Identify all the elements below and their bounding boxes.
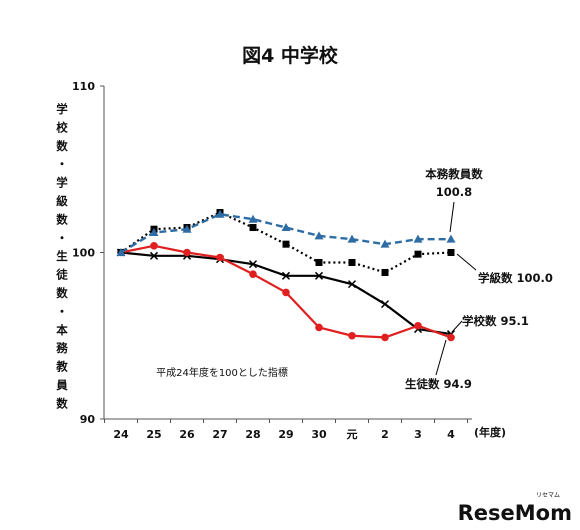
- annotation-teachers-name: 本務教員数: [425, 167, 483, 181]
- series-schools-point: [281, 271, 291, 280]
- series-students-point: [282, 288, 290, 297]
- y-axis-label-char: 数: [56, 396, 68, 410]
- y-axis-label-char: 数: [56, 139, 68, 153]
- annotation-classes-leader: [456, 253, 477, 271]
- resemom-logo: ReseMom リセマム: [458, 492, 572, 525]
- x-tick-label: 24: [113, 428, 129, 441]
- annotation-students: 生徒数 94.9: [405, 377, 472, 391]
- series-students-point: [150, 242, 158, 250]
- index-note: 平成24年度を100とした指標: [156, 366, 288, 379]
- x-axis-label: (年度): [474, 425, 506, 439]
- series-teachers-point: [380, 239, 390, 248]
- watermark-text: ReseMom: [458, 501, 572, 525]
- series-teachers-point: [281, 223, 291, 232]
- series-classes-point: [348, 258, 356, 266]
- y-tick-label: 110: [72, 80, 95, 93]
- x-tick-label: 25: [146, 428, 161, 441]
- series-teachers-point: [446, 234, 456, 243]
- series-teachers-point: [314, 231, 324, 240]
- series-teachers: [116, 209, 456, 256]
- y-axis-label-char: 学: [56, 176, 68, 190]
- y-tick-label: 90: [80, 413, 96, 426]
- series-classes-point: [315, 258, 323, 266]
- annotation-students-leader: [435, 339, 447, 376]
- series-teachers-point: [182, 224, 192, 233]
- series-schools-point: [347, 280, 357, 289]
- series-teachers-point: [149, 228, 159, 237]
- x-tick-label: 28: [245, 428, 260, 441]
- x-tick-label: 3: [414, 428, 422, 441]
- series-schools-point: [149, 251, 159, 260]
- y-axis-label-char: 生: [56, 249, 68, 263]
- series-schools-point: [380, 300, 390, 309]
- series-classes-line: [120, 211, 452, 274]
- watermark-subtext: リセマム: [536, 492, 560, 499]
- y-axis-label-char: 務: [56, 341, 68, 355]
- series-classes-point: [282, 240, 290, 248]
- series-teachers-line: [120, 213, 451, 254]
- series-classes: [117, 209, 455, 276]
- series-teachers-point: [413, 234, 423, 243]
- axes: [100, 85, 472, 423]
- series-teachers-point: [215, 209, 225, 218]
- annotation-schools-leader: [451, 320, 463, 333]
- y-axis-label: 学校数・学級数・生徒数・本務教員数: [55, 102, 68, 410]
- y-axis-label-char: 級: [56, 194, 68, 208]
- series-teachers-point: [116, 248, 126, 256]
- y-axis-label-char: 数: [56, 212, 68, 226]
- series-classes-point: [447, 249, 455, 256]
- annotation-classes: 学級数 100.0: [478, 271, 553, 285]
- series-students-point: [381, 333, 389, 342]
- x-tick-label: 30: [311, 428, 327, 441]
- x-tick-label: 2: [381, 428, 389, 441]
- series-classes-point: [381, 268, 389, 276]
- annotation-teachers-leader: [449, 201, 455, 233]
- y-axis-label-char: 本: [56, 323, 68, 337]
- annotation-schools: 学校数 95.1: [462, 314, 529, 328]
- series-classes-point: [414, 250, 422, 258]
- x-tick-labels: 24 25 26 27 28 29 30 元 2 3 4: [113, 428, 455, 441]
- annotation-teachers-value: 100.8: [436, 185, 472, 199]
- series-teachers-point: [248, 214, 258, 223]
- series-students-point: [447, 333, 455, 342]
- x-tick-label: 29: [278, 428, 293, 441]
- y-axis-label-char: 員: [55, 378, 68, 392]
- series-students-point: [249, 270, 257, 278]
- series-students-point: [315, 323, 323, 332]
- y-tick-labels: 90 100 110: [72, 80, 95, 426]
- series-layer: [116, 209, 456, 342]
- y-axis-label-char: ・: [56, 157, 68, 171]
- y-axis-label-char: 徒: [55, 268, 68, 282]
- y-tick-label: 100: [72, 247, 95, 260]
- series-classes-point: [249, 224, 257, 232]
- series-students-point: [183, 248, 191, 257]
- x-tick-label: 元: [347, 428, 358, 441]
- series-students-point: [216, 253, 224, 262]
- y-axis-label-char: 教: [55, 360, 68, 374]
- series-students-point: [348, 331, 356, 340]
- series-students-point: [414, 321, 422, 330]
- series-schools-point: [248, 260, 258, 269]
- series-schools-point: [314, 271, 324, 280]
- x-tick-label: 26: [179, 428, 195, 441]
- x-tick-label: 27: [212, 428, 227, 441]
- x-tick-label: 4: [447, 428, 455, 441]
- y-axis-label-char: 数: [56, 286, 68, 300]
- series-teachers-point: [347, 234, 357, 243]
- y-axis-label-char: 校: [56, 120, 68, 134]
- chart-title: 図4 中学校: [242, 44, 339, 67]
- y-axis-label-char: 学: [56, 102, 68, 116]
- y-axis-label-char: ・: [56, 231, 68, 245]
- y-axis-label-char: ・: [56, 304, 68, 318]
